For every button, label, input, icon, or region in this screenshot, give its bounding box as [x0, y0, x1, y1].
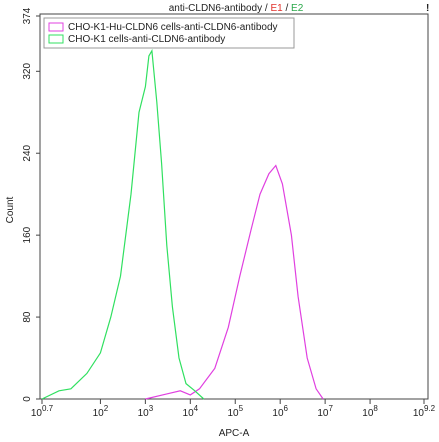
legend-swatch [48, 34, 64, 44]
title-separator: / [265, 3, 268, 14]
tick-exponent: 9.2 [424, 404, 436, 413]
legend-label: CHO-K1 cells-anti-CLDN6-antibody [68, 34, 225, 45]
x-tick-label: 102 [93, 404, 109, 419]
tick-exponent: 4 [194, 404, 199, 413]
gate-label: E1 [270, 3, 283, 14]
tick-base: 10 [183, 408, 195, 419]
tick-exponent: 2 [104, 404, 109, 413]
tick-exponent: 0.7 [42, 404, 54, 413]
x-tick-label: 105 [227, 404, 243, 419]
tick-base: 10 [31, 408, 43, 419]
x-tick-label: 104 [183, 404, 199, 419]
x-tick-label: 103 [138, 404, 154, 419]
y-tick-label: 80 [22, 311, 33, 323]
gate-label: E2 [291, 3, 304, 14]
y-tick-label: 240 [22, 144, 33, 161]
tick-base: 10 [138, 408, 150, 419]
status-mark: ! [426, 3, 429, 14]
tick-base: 10 [93, 408, 105, 419]
y-axis-label: Count [5, 196, 16, 223]
histogram-line [145, 164, 324, 400]
legend-label: CHO-K1-Hu-CLDN6 cells-anti-CLDN6-antibod… [68, 22, 278, 33]
title-text: anti-CLDN6-antibody [169, 3, 262, 14]
title-separator: / [285, 3, 288, 14]
tick-exponent: 8 [373, 404, 378, 413]
plot-frame [39, 13, 429, 400]
tick-base: 10 [227, 408, 239, 419]
y-tick-label: 374 [22, 7, 33, 24]
tick-exponent: 7 [328, 404, 333, 413]
x-tick-label: 109.2 [413, 404, 436, 419]
tick-exponent: 5 [239, 404, 244, 413]
chart-title: anti-CLDN6-antibody / E1 / E2 [169, 3, 304, 14]
tick-exponent: 3 [149, 404, 154, 413]
tick-base: 10 [317, 408, 329, 419]
x-tick-label: 100.7 [31, 404, 54, 419]
y-tick-label: 0 [22, 396, 33, 402]
x-axis-label: APC-A [219, 428, 250, 439]
x-tick-label: 108 [362, 404, 378, 419]
histogram-line [41, 48, 205, 400]
legend-box [43, 17, 295, 49]
tick-base: 10 [413, 408, 425, 419]
y-tick-label: 160 [22, 226, 33, 243]
x-tick-label: 107 [317, 404, 333, 419]
x-tick-label: 106 [272, 404, 288, 419]
tick-base: 10 [272, 408, 284, 419]
y-tick-label: 320 [22, 63, 33, 80]
legend-swatch [48, 22, 64, 32]
tick-base: 10 [362, 408, 374, 419]
tick-exponent: 6 [284, 404, 289, 413]
